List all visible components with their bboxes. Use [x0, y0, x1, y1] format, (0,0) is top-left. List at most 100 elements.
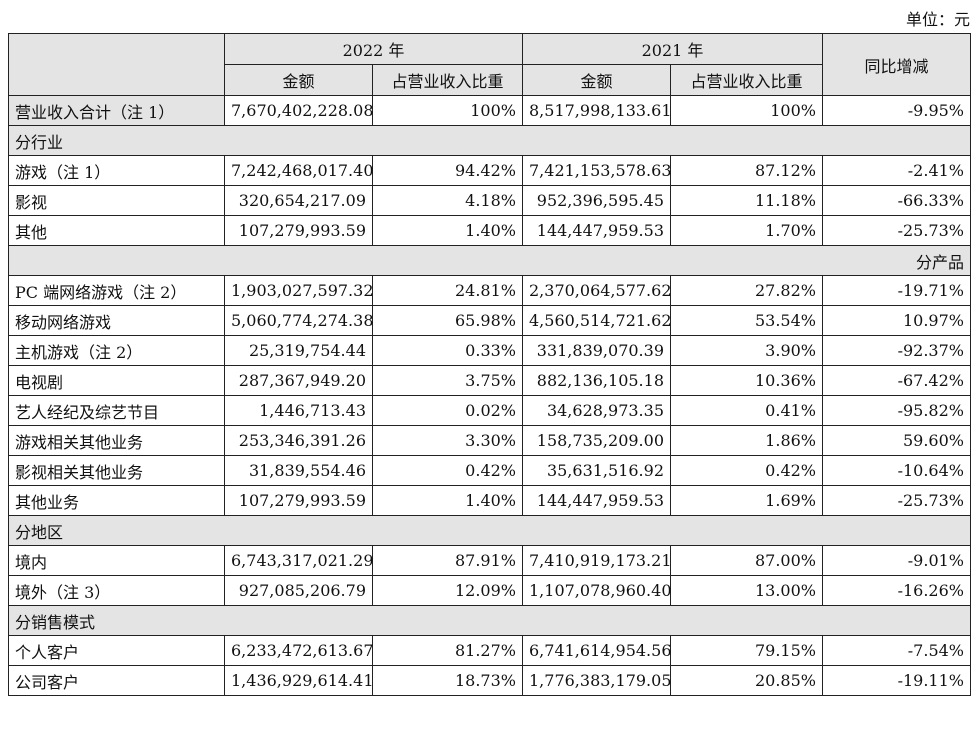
amount-2021: 34,628,973.35 — [522, 395, 671, 426]
header-row-metrics: 金额 占营业收入比重 金额 占营业收入比重 — [9, 64, 971, 96]
yoy-change: -25.73% — [822, 215, 971, 246]
amount-2021: 7,410,919,173.21 — [522, 545, 672, 576]
ratio-2022: 100% — [372, 95, 523, 126]
yoy-change: -66.33% — [822, 185, 971, 216]
ratio-2021: 1.69% — [670, 485, 823, 516]
row-label: 其他 — [8, 215, 225, 246]
amount-2022: 287,367,949.20 — [224, 365, 373, 396]
ratio-2021: 20.85% — [670, 665, 823, 696]
section-row-product: 分产品 — [8, 245, 971, 276]
ratio-2022: 3.30% — [372, 425, 523, 456]
ratio-2021: 87.00% — [670, 545, 823, 576]
amount-2022: 1,436,929,614.41 — [224, 665, 374, 696]
header-amount-2022: 金额 — [224, 64, 373, 96]
table-row: 影视 320,654,217.09 4.18% 952,396,595.45 1… — [8, 185, 971, 216]
table-row: 影视相关其他业务 31,839,554.46 0.42% 35,631,516.… — [8, 455, 971, 486]
amount-2021: 144,447,959.53 — [522, 215, 671, 246]
yoy-change: -92.37% — [822, 335, 971, 366]
total-row: 营业收入合计（注 1） 7,670,402,228.08 100% 8,517,… — [8, 95, 971, 126]
table-row: 主机游戏（注 2） 25,319,754.44 0.33% 331,839,07… — [8, 335, 971, 366]
row-label: 营业收入合计（注 1） — [8, 95, 225, 126]
ratio-2021: 79.15% — [670, 635, 823, 666]
ratio-2022: 81.27% — [372, 635, 523, 666]
amount-2021: 35,631,516.92 — [522, 455, 671, 486]
amount-2022: 107,279,993.59 — [224, 215, 373, 246]
table-row: 游戏（注 1） 7,242,468,017.40 94.42% 7,421,15… — [8, 155, 971, 186]
amount-2022: 107,279,993.59 — [224, 485, 373, 516]
amount-2021: 8,517,998,133.61 — [522, 95, 672, 126]
amount-2022: 5,060,774,274.38 — [224, 305, 374, 336]
amount-2021: 2,370,064,577.62 — [522, 275, 672, 306]
amount-2021: 1,776,383,179.05 — [522, 665, 672, 696]
table-row: 电视剧 287,367,949.20 3.75% 882,136,105.18 … — [8, 365, 971, 396]
yoy-change: -9.01% — [822, 545, 971, 576]
section-label: 分销售模式 — [8, 605, 971, 636]
amount-2022: 6,743,317,021.29 — [224, 545, 374, 576]
yoy-change: -2.41% — [822, 155, 971, 186]
row-label: 影视相关其他业务 — [8, 455, 225, 486]
ratio-2022: 24.81% — [372, 275, 523, 306]
row-label: 境内 — [8, 545, 225, 576]
amount-2021: 6,741,614,954.56 — [522, 635, 672, 666]
ratio-2022: 65.98% — [372, 305, 523, 336]
header-year-2021: 2021 年 — [522, 33, 823, 65]
ratio-2021: 13.00% — [670, 575, 823, 606]
ratio-2021: 0.42% — [670, 455, 823, 486]
ratio-2022: 12.09% — [372, 575, 523, 606]
ratio-2022: 0.33% — [372, 335, 523, 366]
section-row-sales-mode: 分销售模式 — [8, 605, 971, 636]
amount-2021: 144,447,959.53 — [522, 485, 671, 516]
yoy-change: -25.73% — [822, 485, 971, 516]
amount-2021: 882,136,105.18 — [522, 365, 671, 396]
ratio-2021: 0.41% — [670, 395, 823, 426]
ratio-2021: 87.12% — [670, 155, 823, 186]
row-label: 游戏相关其他业务 — [8, 425, 225, 456]
section-row-region: 分地区 — [8, 515, 971, 546]
yoy-change: -19.11% — [822, 665, 971, 696]
ratio-2021: 3.90% — [670, 335, 823, 366]
ratio-2021: 27.82% — [670, 275, 823, 306]
table-row: 其他业务 107,279,993.59 1.40% 144,447,959.53… — [8, 485, 971, 516]
amount-2021: 158,735,209.00 — [522, 425, 671, 456]
amount-2022: 7,242,468,017.40 — [224, 155, 374, 186]
header-yoy: 同比增减 — [822, 33, 971, 96]
amount-2022: 25,319,754.44 — [224, 335, 373, 366]
amount-2022: 253,346,391.26 — [224, 425, 373, 456]
row-label: 艺人经纪及综艺节目 — [8, 395, 225, 426]
amount-2021: 331,839,070.39 — [522, 335, 671, 366]
amount-2022: 1,903,027,597.32 — [224, 275, 374, 306]
amount-2021: 1,107,078,960.40 — [522, 575, 672, 606]
row-label: 移动网络游戏 — [8, 305, 225, 336]
amount-2022: 320,654,217.09 — [224, 185, 373, 216]
row-label: 其他业务 — [8, 485, 225, 516]
yoy-change: -95.82% — [822, 395, 971, 426]
ratio-2022: 87.91% — [372, 545, 523, 576]
row-label: 境外（注 3） — [8, 575, 225, 606]
table-row: 其他 107,279,993.59 1.40% 144,447,959.53 1… — [8, 215, 971, 246]
yoy-change: -9.95% — [822, 95, 971, 126]
row-label: 影视 — [8, 185, 225, 216]
yoy-change: 10.97% — [822, 305, 971, 336]
row-label: 个人客户 — [8, 635, 225, 666]
yoy-change: 59.60% — [822, 425, 971, 456]
ratio-2022: 94.42% — [372, 155, 523, 186]
yoy-change: -7.54% — [822, 635, 971, 666]
yoy-change: -19.71% — [822, 275, 971, 306]
header-amount-2021: 金额 — [522, 64, 671, 96]
amount-2022: 31,839,554.46 — [224, 455, 373, 486]
ratio-2022: 3.75% — [372, 365, 523, 396]
row-label: 电视剧 — [8, 365, 225, 396]
yoy-change: -67.42% — [822, 365, 971, 396]
row-label: 主机游戏（注 2） — [8, 335, 225, 366]
ratio-2021: 100% — [670, 95, 823, 126]
section-label: 分产品 — [8, 245, 971, 276]
table-row: 境内 6,743,317,021.29 87.91% 7,410,919,173… — [8, 545, 971, 576]
table-row: 艺人经纪及综艺节目 1,446,713.43 0.02% 34,628,973.… — [8, 395, 971, 426]
ratio-2021: 1.86% — [670, 425, 823, 456]
ratio-2022: 0.02% — [372, 395, 523, 426]
row-label: PC 端网络游戏（注 2） — [8, 275, 225, 306]
amount-2022: 927,085,206.79 — [224, 575, 373, 606]
header-blank-cell — [8, 33, 225, 96]
header-row-years: 2022 年 2021 年 同比增减 — [8, 33, 971, 96]
section-label: 分行业 — [8, 125, 971, 156]
